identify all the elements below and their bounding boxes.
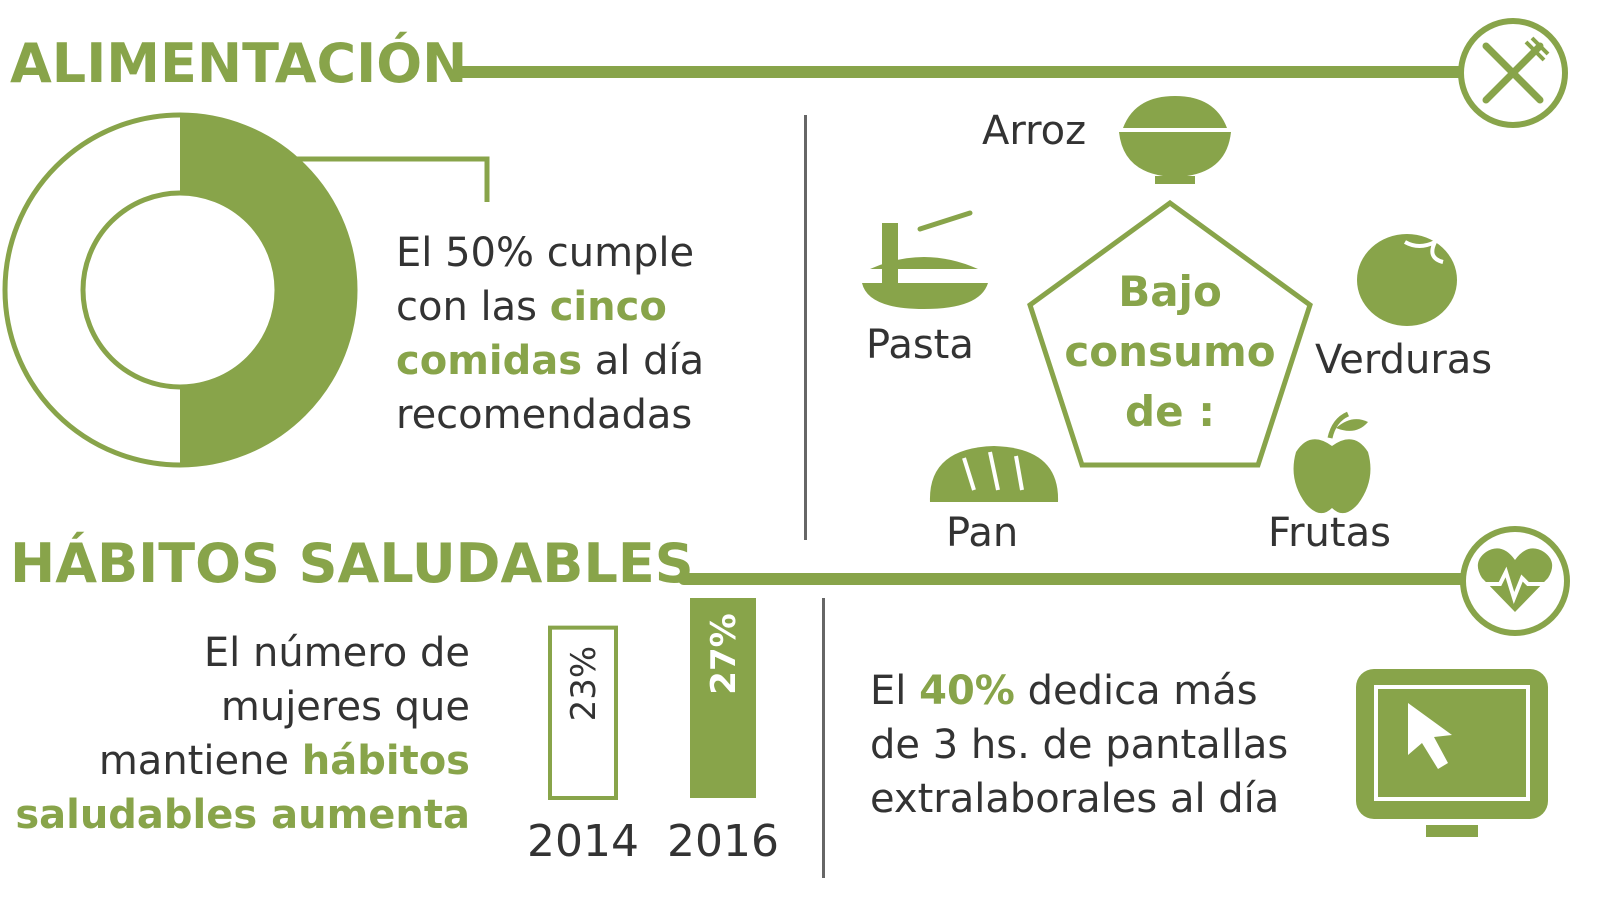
food-label-verduras: Verduras xyxy=(1315,337,1493,383)
food-label-pasta: Pasta xyxy=(866,322,974,368)
habitos-line-3: mantiene hábitos xyxy=(98,738,470,784)
habitos-vertical-divider xyxy=(822,598,825,878)
bajo-consumo-line-2: consumo xyxy=(1064,327,1276,376)
screen-time-line-1: El 40% dedica más xyxy=(870,668,1258,714)
habitos-divider xyxy=(678,573,1478,585)
tomato-icon xyxy=(1357,234,1457,326)
five-meals-text: El 50% cumple con las cinco comidas al d… xyxy=(396,226,704,442)
donut-inner-hole xyxy=(80,190,280,390)
screen-time-text: El 40% dedica más de 3 hs. de pantallas … xyxy=(870,664,1288,826)
five-meals-line-3: comidas al día xyxy=(396,338,705,384)
bar-value-label-2016: 27% xyxy=(704,613,744,694)
donut-chart xyxy=(2,112,358,468)
five-meals-line-2: con las cinco xyxy=(396,284,667,330)
bar-2016 xyxy=(690,598,756,798)
alimentacion-vertical-divider xyxy=(804,115,807,540)
bajo-consumo-line-3: de : xyxy=(1125,387,1215,436)
food-label-pan: Pan xyxy=(946,510,1019,556)
five-meals-line-1: El 50% cumple xyxy=(396,230,695,276)
screen-time-line-3: extralaborales al día xyxy=(870,776,1280,822)
bread-icon xyxy=(929,446,1059,502)
fork-knife-icon xyxy=(1458,18,1568,128)
pentagon-frame xyxy=(1027,199,1313,468)
monitor-cursor-icon xyxy=(1356,669,1548,837)
leader-line xyxy=(290,156,490,202)
screen-time-line-2: de 3 hs. de pantallas xyxy=(870,722,1289,768)
bar-category-label-2014: 2014 xyxy=(527,816,639,867)
habitos-line-2: mujeres que xyxy=(220,684,470,730)
apple-icon xyxy=(1293,411,1371,514)
rice-bowl-icon xyxy=(1119,96,1231,184)
habitos-bar-chart: 23% 2014 27% 2016 xyxy=(527,598,779,867)
section-title-alimentacion: ALIMENTACIÓN xyxy=(10,32,468,95)
heart-pulse-icon xyxy=(1460,526,1570,636)
habitos-text: El número de mujeres que mantiene hábito… xyxy=(0,626,470,842)
bar-value-label-2014: 23% xyxy=(564,646,604,722)
five-meals-line-4: recomendadas xyxy=(396,392,693,438)
bajo-consumo-text: Bajo consumo de : xyxy=(1040,262,1300,442)
section-title-habitos: HÁBITOS SALUDABLES xyxy=(10,532,694,595)
pasta-plate-icon xyxy=(862,210,988,309)
alimentacion-divider xyxy=(455,66,1465,78)
bajo-consumo-line-1: Bajo xyxy=(1118,267,1222,316)
habitos-line-4: saludables aumenta xyxy=(15,792,470,838)
food-label-frutas: Frutas xyxy=(1268,510,1391,556)
bar-category-label-2016: 2016 xyxy=(667,816,779,867)
habitos-line-1: El número de xyxy=(203,630,470,676)
food-label-arroz: Arroz xyxy=(982,108,1087,154)
bar-2014 xyxy=(548,625,618,801)
